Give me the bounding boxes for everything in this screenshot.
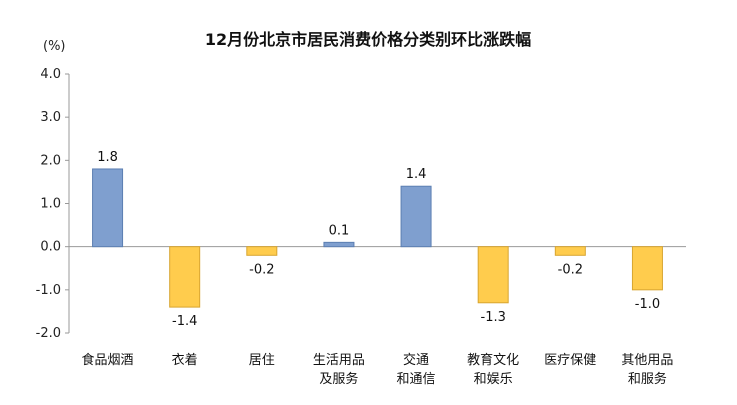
data-label: -0.2: [249, 262, 274, 277]
y-tick-label: 4.0: [40, 67, 61, 82]
x-category-label: 和娱乐: [474, 372, 513, 387]
data-label: 0.1: [329, 223, 350, 238]
bar: [246, 246, 278, 256]
bar: [554, 246, 586, 256]
y-tick-label: 2.0: [40, 153, 61, 168]
data-label: 1.4: [406, 167, 427, 182]
x-category-label: 衣着: [172, 352, 198, 368]
data-label: -1.0: [635, 297, 660, 312]
plot-area: 4.0 3.0 2.0 1.0 0.0 -1.0 -2.0 1.8 食品烟酒 -1.4 衣着 -0.2…: [36, 67, 686, 387]
x-category-label: 其他用品: [621, 353, 673, 368]
data-label: -1.3: [481, 310, 506, 325]
x-category-label: 交通: [403, 352, 429, 368]
chart-title: 12月份北京市居民消费价格分类别环比涨跌幅: [205, 30, 531, 49]
y-tick-label: -2.0: [36, 326, 61, 341]
x-category-label: 和服务: [628, 371, 667, 387]
bar: [631, 246, 663, 291]
data-label: -0.2: [558, 262, 583, 277]
x-category-label: 食品烟酒: [82, 352, 134, 368]
x-category-label: 及服务: [319, 371, 358, 387]
bar: [477, 246, 509, 304]
x-category-label: 医疗保健: [544, 353, 596, 368]
bar: [400, 185, 432, 248]
y-tick-label: 3.0: [40, 110, 61, 125]
x-category-label: 生活用品: [313, 353, 365, 368]
data-label: -1.4: [172, 314, 197, 329]
x-category-label: 居住: [249, 353, 275, 368]
data-label: 1.8: [97, 150, 118, 165]
y-tick-label: -1.0: [36, 283, 61, 298]
x-category-label: 和通信: [397, 372, 436, 387]
y-axis-unit: (%): [43, 39, 66, 54]
x-category-label: 教育文化: [467, 352, 519, 368]
bar: [92, 168, 124, 248]
y-tick-label: 1.0: [40, 197, 61, 212]
y-tick-label: 0.0: [40, 240, 61, 255]
bar: [169, 246, 201, 308]
bar: [323, 241, 355, 248]
